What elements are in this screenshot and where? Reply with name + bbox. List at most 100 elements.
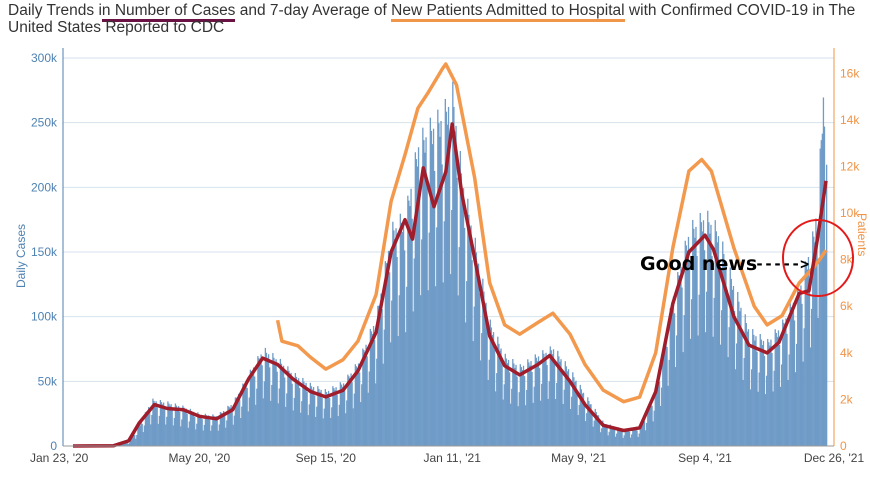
case-bar [252, 367, 255, 446]
case-bar [273, 357, 275, 446]
case-bar [327, 390, 330, 446]
case-bar [560, 359, 562, 446]
case-bar [732, 285, 735, 446]
case-bar [239, 399, 241, 446]
case-bar [408, 200, 410, 446]
case-bar [805, 265, 807, 446]
case-bar [123, 443, 125, 446]
case-bar [487, 379, 489, 446]
case-bar [608, 431, 610, 446]
case-bar [468, 214, 470, 446]
case-bar [618, 428, 620, 446]
case-bar [601, 428, 603, 446]
case-bar [800, 285, 802, 446]
case-bar [540, 400, 542, 446]
case-bar [270, 400, 272, 446]
case-bar [261, 365, 263, 446]
case-bar [386, 265, 389, 446]
case-bar [688, 261, 691, 446]
case-bar [592, 426, 594, 446]
case-bar [170, 404, 172, 446]
case-bar [559, 361, 561, 446]
case-bar [457, 295, 459, 446]
case-bar [651, 405, 653, 446]
good-news-arrow: -----> [755, 255, 809, 273]
case-bar [351, 382, 353, 446]
case-bar [733, 310, 736, 446]
case-bar [394, 239, 396, 446]
case-bar [150, 424, 152, 446]
case-bar [804, 261, 806, 446]
case-bar [638, 433, 640, 446]
case-bar [443, 221, 445, 446]
case-bar [418, 186, 421, 446]
case-bar [159, 399, 162, 446]
case-bar [525, 405, 527, 446]
case-bar [423, 140, 425, 447]
case-bar [140, 422, 142, 446]
case-bar [358, 372, 361, 446]
case-bar [346, 400, 348, 446]
case-bar [415, 159, 418, 446]
case-bar [506, 363, 509, 446]
case-bar [519, 364, 521, 446]
case-bar [568, 380, 571, 446]
title-part-1: Daily Trends i [8, 2, 102, 19]
case-bar [649, 406, 651, 446]
case-bar [168, 403, 170, 446]
case-bar [320, 389, 322, 446]
case-bar [803, 328, 805, 446]
case-bar [228, 406, 230, 446]
case-bar [722, 241, 724, 446]
case-bar [330, 417, 332, 446]
case-bar [406, 286, 408, 446]
case-bar [157, 423, 159, 446]
case-bar [380, 293, 382, 446]
case-bar [377, 305, 379, 446]
case-bar [728, 327, 730, 446]
case-bar [639, 426, 641, 446]
case-bar [709, 233, 711, 446]
case-bar [447, 106, 450, 446]
case-bar [538, 368, 541, 446]
case-bar [718, 267, 721, 446]
left-tick-label: 0 [50, 439, 57, 453]
case-bar [391, 300, 393, 446]
case-bar [575, 380, 577, 446]
case-bar [636, 430, 638, 446]
case-bar [696, 255, 698, 446]
case-bar [792, 302, 795, 446]
case-bar [717, 236, 720, 446]
case-bar [382, 363, 384, 446]
case-bar [145, 411, 148, 446]
case-bar [812, 231, 814, 446]
case-bar [132, 434, 135, 446]
case-bar [249, 369, 252, 446]
case-bar [657, 377, 660, 446]
case-bar [195, 429, 197, 446]
case-bar [764, 394, 767, 446]
case-bar [126, 442, 128, 446]
case-bar [808, 279, 811, 446]
case-bar [335, 387, 337, 446]
case-bar [719, 344, 722, 446]
case-bar [504, 353, 506, 446]
case-bar [777, 330, 780, 446]
case-bar [212, 414, 214, 446]
case-bar [571, 396, 573, 446]
case-bar [293, 397, 295, 446]
case-bar [598, 420, 601, 446]
case-bar [579, 384, 581, 446]
case-bar [407, 195, 409, 446]
case-bar [156, 407, 158, 446]
case-bar [190, 410, 193, 446]
case-bar [593, 420, 595, 446]
case-bar [529, 365, 531, 446]
case-bar [612, 426, 615, 446]
case-bar [432, 128, 435, 446]
left-tick-label: 100k [31, 310, 58, 324]
case-bar [141, 423, 143, 446]
case-bar [661, 387, 663, 446]
case-bar [776, 336, 779, 446]
case-bar [363, 350, 365, 446]
